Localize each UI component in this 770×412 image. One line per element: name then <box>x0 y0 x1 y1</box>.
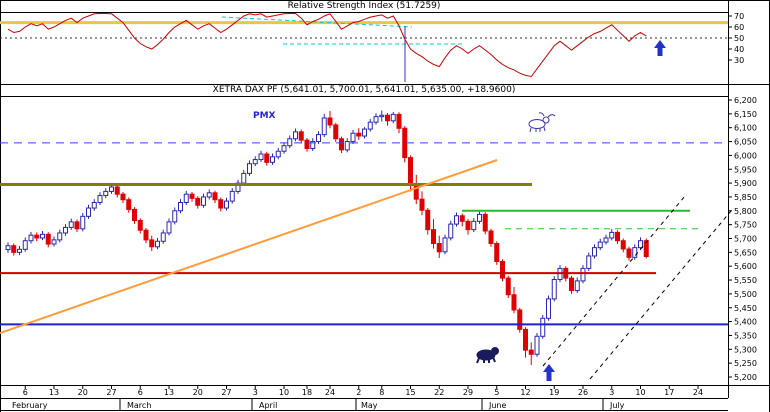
svg-text:5,400: 5,400 <box>734 318 757 327</box>
rsi-panel-title: Relative Strength Index (51.7259) <box>287 1 441 11</box>
pmx-label: PMX <box>253 111 276 121</box>
svg-text:February: February <box>12 401 48 410</box>
bull-icon <box>528 112 556 133</box>
svg-text:10: 10 <box>635 388 645 397</box>
svg-text:24: 24 <box>325 388 335 397</box>
up-arrow-rsi <box>654 40 666 56</box>
svg-text:13: 13 <box>49 388 59 397</box>
svg-text:24: 24 <box>693 388 703 397</box>
svg-text:5,550: 5,550 <box>734 276 757 285</box>
svg-text:10: 10 <box>279 388 289 397</box>
svg-text:60: 60 <box>734 23 744 32</box>
svg-text:6,150: 6,150 <box>734 110 757 119</box>
svg-text:5,850: 5,850 <box>734 193 757 202</box>
svg-text:5,250: 5,250 <box>734 359 757 368</box>
svg-text:5,800: 5,800 <box>734 207 757 216</box>
svg-text:22: 22 <box>434 388 444 397</box>
svg-text:5,750: 5,750 <box>734 221 757 230</box>
svg-text:6: 6 <box>138 388 143 397</box>
svg-text:6,100: 6,100 <box>734 124 757 133</box>
svg-text:5,650: 5,650 <box>734 248 757 257</box>
svg-text:17: 17 <box>664 388 674 397</box>
svg-text:30: 30 <box>734 56 744 65</box>
svg-text:3: 3 <box>253 388 258 397</box>
svg-text:5,500: 5,500 <box>734 290 757 299</box>
svg-text:50: 50 <box>734 34 744 43</box>
main-panel-title: XETRA DAX PF (5,641.01, 5,700.01, 5,641.… <box>212 85 516 95</box>
svg-text:40: 40 <box>734 45 744 54</box>
svg-text:6: 6 <box>23 388 28 397</box>
svg-text:2: 2 <box>356 388 361 397</box>
svg-text:20: 20 <box>78 388 88 397</box>
svg-text:July: July <box>609 401 625 410</box>
svg-text:20: 20 <box>193 388 203 397</box>
svg-text:5,900: 5,900 <box>734 179 757 188</box>
svg-text:5,700: 5,700 <box>734 235 757 244</box>
svg-text:5,450: 5,450 <box>734 304 757 313</box>
svg-text:19: 19 <box>549 388 559 397</box>
svg-text:13: 13 <box>164 388 174 397</box>
bear-icon <box>476 347 499 364</box>
svg-text:5,950: 5,950 <box>734 165 757 174</box>
svg-text:29: 29 <box>463 388 473 397</box>
svg-text:6,000: 6,000 <box>734 151 757 160</box>
svg-text:26: 26 <box>578 388 588 397</box>
svg-text:15: 15 <box>405 388 415 397</box>
svg-text:5,200: 5,200 <box>734 373 757 382</box>
svg-text:5,300: 5,300 <box>734 345 757 354</box>
svg-text:5,350: 5,350 <box>734 331 757 340</box>
svg-text:6,200: 6,200 <box>734 96 757 105</box>
svg-text:18: 18 <box>302 388 312 397</box>
up-arrow-main <box>543 364 555 381</box>
svg-text:March: March <box>127 401 151 410</box>
svg-text:5,600: 5,600 <box>734 262 757 271</box>
svg-text:12: 12 <box>520 388 530 397</box>
svg-text:5: 5 <box>494 388 499 397</box>
svg-text:27: 27 <box>106 388 116 397</box>
svg-text:May: May <box>361 401 378 410</box>
svg-text:3: 3 <box>609 388 614 397</box>
svg-text:June: June <box>488 401 507 410</box>
svg-text:April: April <box>259 401 277 410</box>
svg-text:8: 8 <box>379 388 384 397</box>
svg-text:70: 70 <box>734 12 744 21</box>
svg-text:27: 27 <box>221 388 231 397</box>
svg-text:6,050: 6,050 <box>734 138 757 147</box>
